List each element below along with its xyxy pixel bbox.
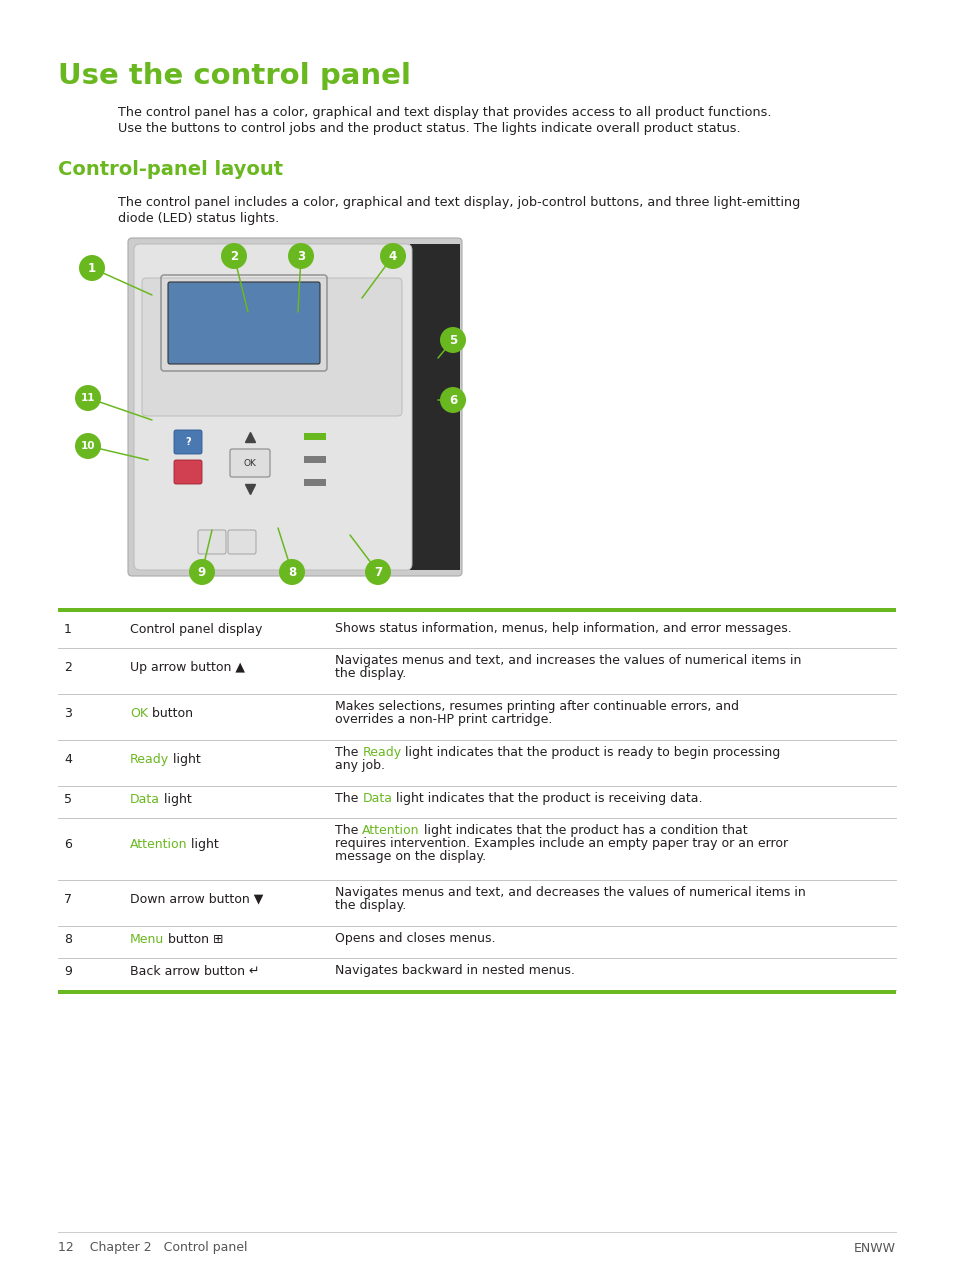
Text: Ready: Ready: [362, 745, 401, 759]
Text: requires intervention. Examples include an empty paper tray or an error: requires intervention. Examples include …: [335, 837, 787, 850]
FancyBboxPatch shape: [142, 278, 401, 417]
Text: message on the display.: message on the display.: [335, 850, 486, 864]
Bar: [304, 479, 326, 486]
Text: 2: 2: [64, 660, 71, 674]
Text: 3: 3: [296, 249, 305, 263]
Text: light: light: [169, 753, 201, 766]
Circle shape: [365, 559, 391, 585]
Text: light indicates that the product is ready to begin processing: light indicates that the product is read…: [401, 745, 780, 759]
Text: 5: 5: [64, 792, 71, 806]
FancyBboxPatch shape: [128, 237, 461, 577]
Text: Control panel display: Control panel display: [130, 624, 262, 636]
Text: button ⊞: button ⊞: [164, 933, 224, 946]
Text: Navigates menus and text, and increases the values of numerical items in: Navigates menus and text, and increases …: [335, 654, 801, 667]
Text: 5: 5: [449, 334, 456, 347]
Text: 3: 3: [64, 707, 71, 720]
Circle shape: [379, 243, 406, 269]
Text: the display.: the display.: [335, 667, 406, 679]
Text: 6: 6: [449, 394, 456, 406]
Text: Attention: Attention: [362, 824, 419, 837]
Text: The: The: [335, 792, 362, 805]
Circle shape: [221, 243, 247, 269]
Text: The control panel includes a color, graphical and text display, job-control butt: The control panel includes a color, grap…: [118, 196, 800, 210]
Text: 9: 9: [197, 565, 206, 579]
Circle shape: [278, 559, 305, 585]
Text: Makes selections, resumes printing after continuable errors, and: Makes selections, resumes printing after…: [335, 700, 739, 712]
Text: ?: ?: [185, 437, 191, 447]
Text: Ready: Ready: [130, 753, 169, 766]
Circle shape: [75, 385, 101, 411]
FancyBboxPatch shape: [168, 282, 319, 364]
FancyBboxPatch shape: [173, 431, 202, 453]
Text: 8: 8: [64, 933, 71, 946]
Polygon shape: [410, 244, 459, 570]
FancyBboxPatch shape: [198, 530, 226, 554]
Text: OK: OK: [243, 458, 256, 467]
Text: diode (LED) status lights.: diode (LED) status lights.: [118, 212, 279, 225]
Bar: [58, 608, 895, 612]
Text: Data: Data: [362, 792, 392, 805]
Text: 6: 6: [64, 837, 71, 851]
Circle shape: [439, 387, 465, 413]
Bar: [304, 456, 326, 464]
Circle shape: [288, 243, 314, 269]
Text: any job.: any job.: [335, 759, 385, 772]
FancyBboxPatch shape: [173, 460, 202, 484]
Text: light indicates that the product has a condition that: light indicates that the product has a c…: [419, 824, 747, 837]
Text: Menu: Menu: [130, 933, 164, 946]
Text: 1: 1: [88, 262, 96, 274]
Text: 1: 1: [64, 624, 71, 636]
Text: 7: 7: [374, 565, 381, 579]
Circle shape: [75, 433, 101, 458]
Text: Navigates backward in nested menus.: Navigates backward in nested menus.: [335, 964, 575, 977]
Text: Down arrow button ▼: Down arrow button ▼: [130, 893, 263, 906]
Text: The: The: [335, 824, 362, 837]
FancyBboxPatch shape: [230, 450, 270, 478]
Text: 9: 9: [64, 965, 71, 978]
Text: Navigates menus and text, and decreases the values of numerical items in: Navigates menus and text, and decreases …: [335, 886, 805, 899]
Text: Up arrow button ▲: Up arrow button ▲: [130, 660, 245, 674]
Bar: [58, 991, 895, 994]
Text: OK: OK: [130, 707, 148, 720]
FancyBboxPatch shape: [133, 244, 412, 570]
Text: Data: Data: [130, 792, 160, 806]
Circle shape: [439, 326, 465, 353]
Text: 11: 11: [81, 392, 95, 403]
Text: 2: 2: [230, 249, 238, 263]
Text: light: light: [188, 837, 219, 851]
Text: The control panel has a color, graphical and text display that provides access t: The control panel has a color, graphical…: [118, 105, 771, 119]
Text: Attention: Attention: [130, 837, 188, 851]
Text: The: The: [335, 745, 362, 759]
Text: Opens and closes menus.: Opens and closes menus.: [335, 932, 495, 945]
Text: Back arrow button ↵: Back arrow button ↵: [130, 965, 259, 978]
Text: light: light: [160, 792, 192, 806]
FancyBboxPatch shape: [228, 530, 255, 554]
Circle shape: [189, 559, 214, 585]
Text: 10: 10: [81, 441, 95, 451]
Text: light indicates that the product is receiving data.: light indicates that the product is rece…: [392, 792, 702, 805]
Text: Use the control panel: Use the control panel: [58, 62, 411, 90]
Text: ENWW: ENWW: [853, 1242, 895, 1255]
Text: 8: 8: [288, 565, 295, 579]
Text: Use the buttons to control jobs and the product status. The lights indicate over: Use the buttons to control jobs and the …: [118, 122, 740, 135]
Text: the display.: the display.: [335, 899, 406, 912]
Text: 12    Chapter 2   Control panel: 12 Chapter 2 Control panel: [58, 1242, 247, 1255]
Text: overrides a non-HP print cartridge.: overrides a non-HP print cartridge.: [335, 712, 552, 726]
Text: Shows status information, menus, help information, and error messages.: Shows status information, menus, help in…: [335, 622, 791, 635]
Text: Control-panel layout: Control-panel layout: [58, 160, 283, 179]
Text: 7: 7: [64, 893, 71, 906]
Text: 4: 4: [64, 753, 71, 766]
Circle shape: [79, 255, 105, 281]
Bar: [304, 433, 326, 439]
Text: button: button: [148, 707, 193, 720]
Text: 4: 4: [389, 249, 396, 263]
